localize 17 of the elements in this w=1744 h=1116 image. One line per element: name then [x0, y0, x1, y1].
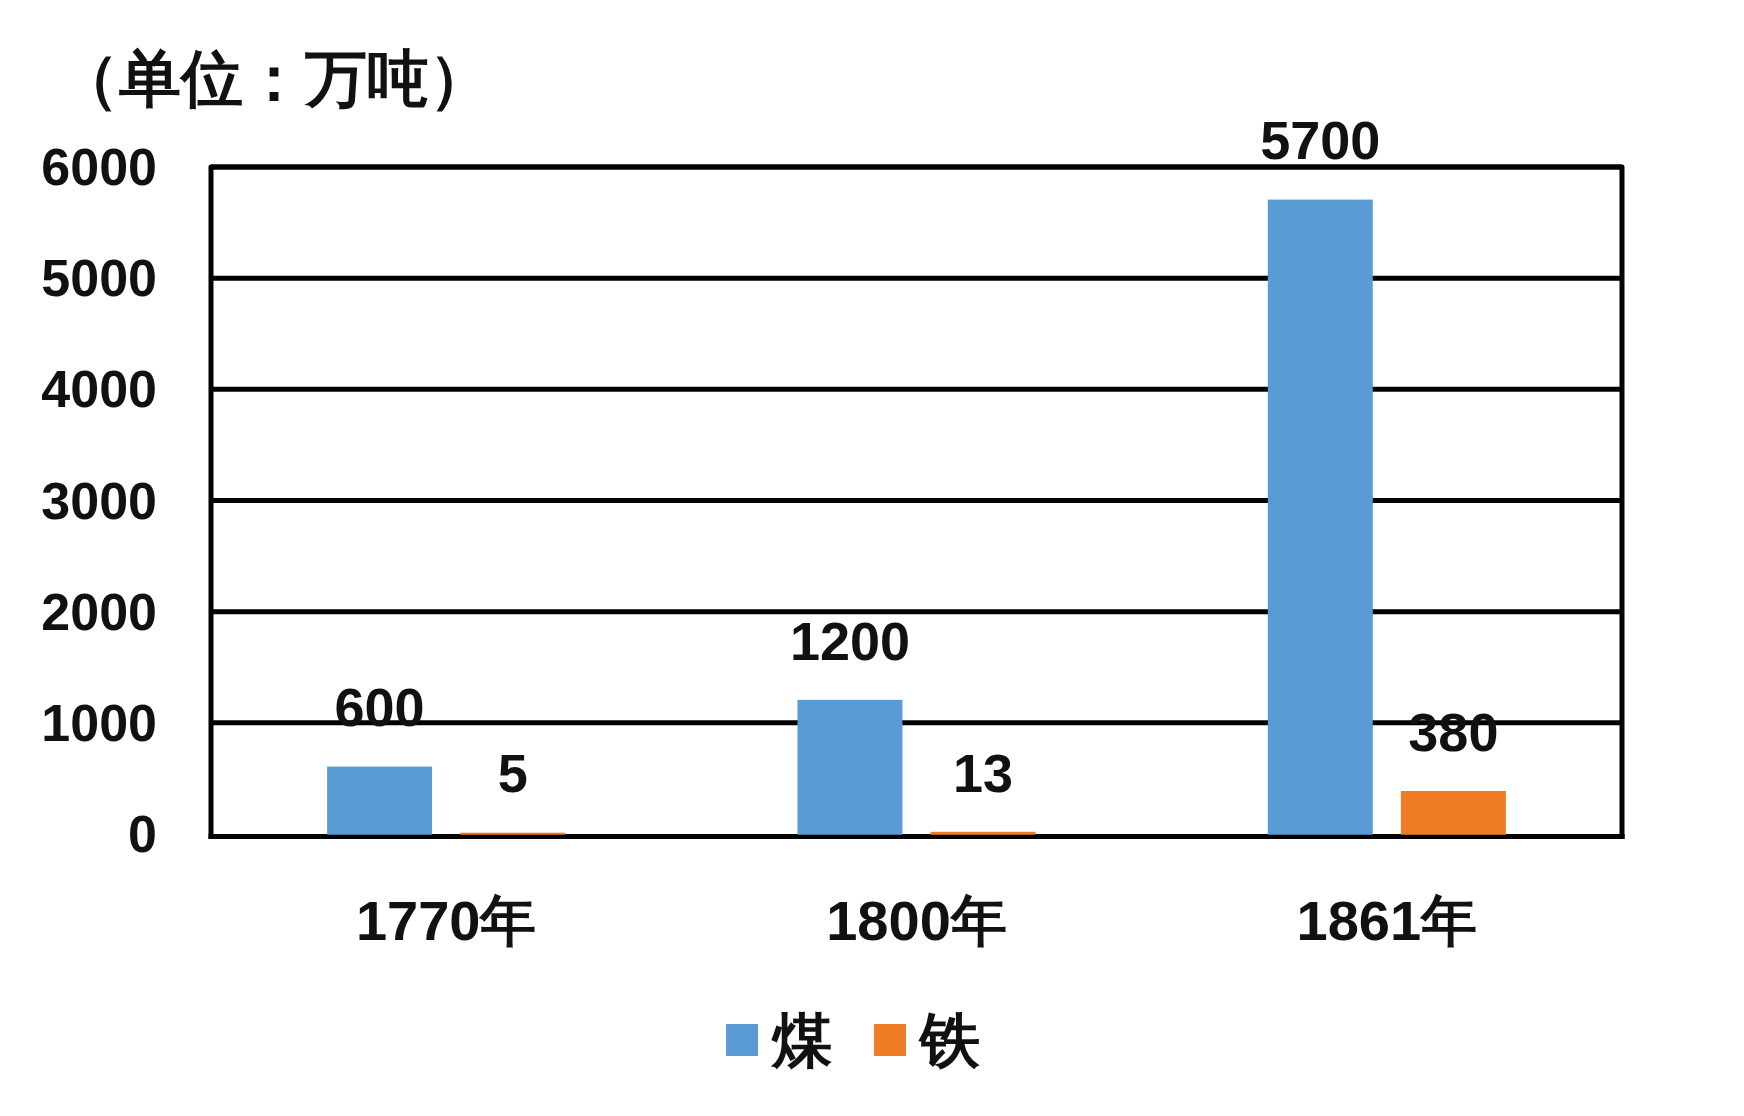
data-label: 13 — [953, 742, 1014, 803]
legend-label: 铁 — [920, 1006, 980, 1074]
xtick: 1770年 — [355, 888, 537, 952]
legend-label: 煤 — [772, 1006, 832, 1074]
xtick: 1861年 — [1296, 888, 1478, 952]
ytick: 0 — [128, 805, 157, 863]
ytick: 5000 — [41, 249, 157, 308]
ytick: 6000 — [41, 138, 157, 196]
ytick: 3000 — [41, 471, 157, 530]
data-label: 5700 — [1260, 110, 1381, 171]
ytick: 4000 — [41, 360, 157, 419]
ytick: 2000 — [41, 582, 157, 641]
data-label: 1200 — [789, 610, 910, 671]
ylabel: （单位：万吨） — [57, 43, 491, 113]
data-label: 5 — [497, 743, 528, 804]
xtick: 1800年 — [826, 888, 1007, 952]
ytick: 1000 — [41, 693, 157, 752]
